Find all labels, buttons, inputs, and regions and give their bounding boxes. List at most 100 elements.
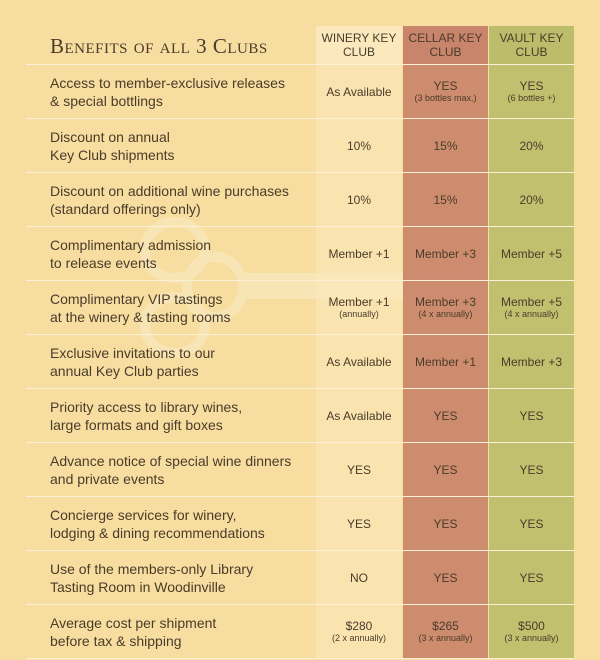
cell-value: NO — [350, 570, 368, 585]
cell-value: 10% — [346, 138, 372, 153]
cell-cellar: YES (3 bottles max.) — [403, 65, 488, 118]
cell-winery: As Available — [316, 65, 402, 118]
cell-vault: YES — [489, 551, 574, 604]
table-row: Discount on annual Key Club shipments 10% 1… — [26, 118, 574, 172]
cell-value: $500 — [518, 619, 545, 633]
cell-note: (annually) — [339, 309, 379, 319]
cell-value: Member +5 — [500, 246, 563, 261]
cell-vault: Member +5 (4 x annually) — [489, 281, 574, 334]
column-header-line: WINERY KEY — [321, 31, 397, 45]
cell-value: Member +5 — [500, 295, 563, 309]
cell-cellar: Member +3 (4 x annually) — [403, 281, 488, 334]
benefit-label: Exclusive invitations to our annual Key C… — [50, 335, 310, 388]
table-row: Complimentary admission to release events… — [26, 226, 574, 280]
cell-vault: YES (6 bottles +) — [489, 65, 574, 118]
benefit-label-line: Use of the members-only Library — [50, 560, 254, 577]
column-header-line: CLUB — [342, 45, 375, 59]
cell-cellar: 15% — [403, 119, 488, 172]
cell-vault: Member +5 — [489, 227, 574, 280]
benefit-label-line: Tasting Room in Woodinville — [50, 578, 226, 595]
cell-value: As Available — [326, 408, 392, 423]
column-header-line: CLUB — [515, 45, 548, 59]
cell-value: Member +3 — [414, 295, 477, 309]
benefit-label-line: at the winery & tasting rooms — [50, 308, 231, 325]
cell-winery: 10% — [316, 173, 402, 226]
cell-winery: $280 (2 x annually) — [316, 605, 402, 658]
table-row: Complimentary VIP tastings at the winery … — [26, 280, 574, 334]
benefit-label-line: (standard offerings only) — [50, 200, 201, 217]
benefit-label: Advance notice of special wine dinners an… — [50, 443, 310, 496]
cell-value: YES — [433, 570, 458, 585]
cell-value: YES — [346, 462, 371, 477]
cell-vault: 20% — [489, 173, 574, 226]
cell-value: 15% — [433, 138, 458, 153]
cell-value: Member +1 — [328, 295, 390, 309]
cell-value: Member +3 — [500, 354, 563, 369]
table-row: Use of the members-only Library Tasting R… — [26, 550, 574, 604]
cell-value: Member +3 — [414, 246, 477, 261]
cell-note: (4 x annually) — [418, 309, 473, 319]
benefit-label-line: Access to member-exclusive releases — [50, 74, 285, 91]
cell-value: YES — [433, 462, 458, 477]
cell-value: 15% — [433, 192, 458, 207]
cell-note: (3 bottles max.) — [414, 93, 477, 103]
cell-cellar: Member +3 — [403, 227, 488, 280]
benefits-rows: Access to member-exclusive releases & spe… — [26, 64, 574, 659]
benefit-label-line: and private events — [50, 470, 165, 487]
cell-cellar: YES — [403, 551, 488, 604]
table-row: Discount on additional wine purchases (st… — [26, 172, 574, 226]
benefit-label: Use of the members-only Library Tasting R… — [50, 551, 310, 604]
cell-winery: As Available — [316, 335, 402, 388]
cell-cellar: YES — [403, 443, 488, 496]
benefit-label-line: Exclusive invitations to our — [50, 344, 215, 361]
table-row: Priority access to library wines, large f… — [26, 388, 574, 442]
cell-winery: YES — [316, 443, 402, 496]
benefit-label: Priority access to library wines, large f… — [50, 389, 310, 442]
benefit-label: Concierge services for winery, lodging & … — [50, 497, 310, 550]
cell-vault: YES — [489, 443, 574, 496]
cell-value: $280 — [345, 619, 373, 633]
cell-value: As Available — [326, 354, 392, 369]
benefit-label-line: large formats and gift boxes — [50, 416, 223, 433]
cell-value: 20% — [519, 138, 544, 153]
cell-note: (6 bottles +) — [507, 93, 556, 103]
column-header-line: CELLAR KEY — [408, 31, 483, 45]
cell-value: As Available — [326, 84, 392, 99]
cell-value: 10% — [346, 192, 372, 207]
benefit-label: Discount on annual Key Club shipments — [50, 119, 310, 172]
cell-note: (2 x annually) — [331, 633, 387, 643]
cell-note: (4 x annually) — [504, 309, 559, 319]
cell-cellar: $265 (3 x annually) — [403, 605, 488, 658]
cell-value: YES — [519, 408, 544, 423]
table-row: Advance notice of special wine dinners an… — [26, 442, 574, 496]
table-row: Exclusive invitations to our annual Key C… — [26, 334, 574, 388]
benefit-label-line: Concierge services for winery, — [50, 506, 237, 523]
benefit-label-line: Average cost per shipment — [50, 614, 217, 631]
benefit-label-line: Priority access to library wines, — [50, 398, 243, 415]
cell-cellar: 15% — [403, 173, 488, 226]
cell-value: Member +1 — [328, 246, 390, 261]
benefit-label: Discount on additional wine purchases (st… — [50, 173, 310, 226]
cell-winery: YES — [316, 497, 402, 550]
cell-vault: 20% — [489, 119, 574, 172]
cell-vault: $500 (3 x annually) — [489, 605, 574, 658]
cell-value: Member +1 — [414, 354, 477, 369]
cell-value: YES — [433, 516, 458, 531]
cell-value: 20% — [519, 192, 544, 207]
benefit-label-line: & special bottlings — [50, 92, 163, 109]
benefit-label-line: Key Club shipments — [50, 146, 175, 163]
table-row: Concierge services for winery, lodging & … — [26, 496, 574, 550]
column-header-line: CLUB — [429, 45, 462, 59]
cell-value: YES — [519, 79, 544, 93]
column-header-vault: VAULT KEY CLUB — [489, 26, 574, 64]
table-row: Average cost per shipment before tax & sh… — [26, 604, 574, 659]
cell-vault: Member +3 — [489, 335, 574, 388]
cell-value: YES — [433, 79, 458, 93]
benefit-label-line: lodging & dining recommendations — [50, 524, 265, 541]
column-header-cellar: CELLAR KEY CLUB — [403, 26, 488, 64]
benefit-label-line: annual Key Club parties — [50, 362, 199, 379]
benefit-label-line: before tax & shipping — [50, 632, 182, 649]
column-header-winery: WINERY KEY CLUB — [316, 26, 402, 64]
cell-winery: 10% — [316, 119, 402, 172]
cell-cellar: Member +1 — [403, 335, 488, 388]
